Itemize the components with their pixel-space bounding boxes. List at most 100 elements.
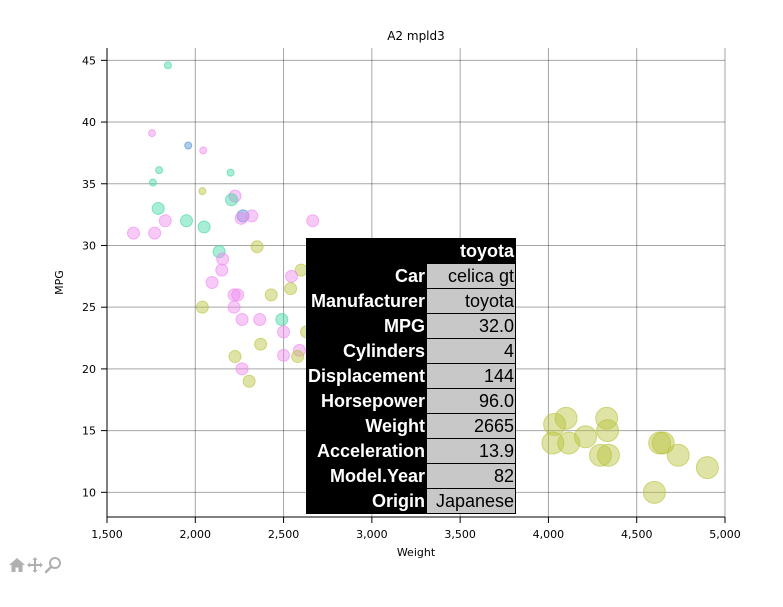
- data-point[interactable]: [235, 313, 249, 327]
- tooltip-value: toyota: [427, 289, 516, 313]
- data-point[interactable]: [285, 269, 299, 283]
- plot-toolbar: [8, 556, 62, 574]
- data-point[interactable]: [231, 288, 245, 302]
- data-point[interactable]: [126, 226, 140, 240]
- tooltip-value: 32.0: [427, 314, 516, 338]
- tooltip-row: Origin Japanese: [307, 489, 516, 513]
- tooltip-value: Japanese: [427, 489, 516, 513]
- zoom-icon[interactable]: [44, 556, 62, 574]
- data-point[interactable]: [184, 141, 193, 150]
- data-point[interactable]: [151, 201, 165, 215]
- tooltip-key: Manufacturer: [307, 289, 427, 313]
- data-point[interactable]: [666, 443, 690, 467]
- data-point[interactable]: [275, 313, 289, 327]
- data-point[interactable]: [215, 263, 229, 277]
- data-point[interactable]: [158, 214, 172, 228]
- scatter-points[interactable]: [126, 61, 719, 504]
- data-point[interactable]: [242, 374, 256, 388]
- x-tick-label: 4,000: [533, 528, 565, 541]
- y-tick-label: 45: [82, 54, 96, 67]
- tooltip-key: Model.Year: [307, 464, 427, 488]
- data-point[interactable]: [557, 431, 581, 455]
- data-point[interactable]: [245, 209, 259, 223]
- data-point[interactable]: [205, 276, 219, 289]
- tooltip-row: Car celica gt: [307, 264, 516, 288]
- tooltip-key: Acceleration: [307, 439, 427, 463]
- tooltip-row: Displacement 144: [307, 364, 516, 388]
- tooltip-row: Model.Year 82: [307, 464, 516, 488]
- tooltip-row: Weight 2665: [307, 414, 516, 438]
- data-point[interactable]: [195, 300, 209, 314]
- tooltip-row: Cylinders 4: [307, 339, 516, 363]
- data-point[interactable]: [148, 129, 157, 138]
- data-point[interactable]: [277, 348, 291, 362]
- tooltip-key: Horsepower: [307, 389, 427, 413]
- home-icon[interactable]: [8, 556, 26, 574]
- x-tick-label: 3,000: [356, 528, 388, 541]
- data-point[interactable]: [253, 313, 267, 327]
- tooltip-value: 82: [427, 464, 516, 488]
- data-point[interactable]: [277, 325, 291, 339]
- tooltip-key: Car: [307, 264, 427, 288]
- x-tick-label: 1,500: [91, 528, 123, 541]
- data-point[interactable]: [228, 189, 242, 203]
- data-point[interactable]: [306, 214, 320, 228]
- tooltip-row: Acceleration 13.9: [307, 439, 516, 463]
- data-point[interactable]: [695, 456, 719, 480]
- tooltip-row: Manufacturer toyota: [307, 289, 516, 313]
- data-point[interactable]: [291, 350, 305, 364]
- tooltip-value: 13.9: [427, 439, 516, 463]
- axes: 1,500 2,000 2,500 3,000 3,500 4,000 4,500 5,000…: [82, 48, 741, 541]
- y-tick-label: 10: [82, 486, 96, 499]
- data-point[interactable]: [235, 362, 249, 376]
- data-point[interactable]: [234, 211, 248, 225]
- tooltip-key: Weight: [307, 414, 427, 438]
- data-point[interactable]: [642, 480, 666, 504]
- data-point[interactable]: [596, 443, 620, 467]
- data-point[interactable]: [155, 166, 164, 175]
- data-point[interactable]: [250, 240, 264, 254]
- data-point[interactable]: [554, 406, 578, 430]
- y-tick-label: 25: [82, 301, 96, 314]
- x-tick-label: 2,000: [180, 528, 212, 541]
- tooltip-value: 4: [427, 339, 516, 363]
- data-point[interactable]: [227, 300, 241, 314]
- data-point[interactable]: [589, 443, 613, 467]
- tooltip-value: 144: [427, 364, 516, 388]
- tooltip-key: MPG: [307, 314, 427, 338]
- data-point[interactable]: [226, 168, 235, 177]
- data-point[interactable]: [596, 419, 620, 443]
- tooltip-value: celica gt: [427, 264, 516, 288]
- data-point[interactable]: [148, 226, 162, 240]
- tooltip-row: Horsepower 96.0: [307, 389, 516, 413]
- tooltip-value: 96.0: [427, 389, 516, 413]
- data-point[interactable]: [179, 214, 193, 228]
- data-point[interactable]: [199, 146, 208, 155]
- data-point[interactable]: [264, 288, 278, 302]
- data-point[interactable]: [212, 245, 226, 259]
- tooltip-header-row: toyota: [307, 239, 516, 263]
- data-point[interactable]: [651, 431, 675, 455]
- chart-title: A2 mpld3: [387, 29, 445, 43]
- tooltip-value: 2665: [427, 414, 516, 438]
- data-point[interactable]: [198, 187, 207, 196]
- data-point[interactable]: [595, 406, 619, 430]
- move-icon[interactable]: [26, 556, 44, 574]
- x-tick-label: 4,500: [621, 528, 653, 541]
- x-tick-label: 3,500: [444, 528, 476, 541]
- data-point[interactable]: [197, 220, 211, 234]
- data-point[interactable]: [254, 337, 268, 351]
- tooltip-key: Displacement: [307, 364, 427, 388]
- y-tick-label: 35: [82, 178, 96, 191]
- data-point[interactable]: [543, 412, 567, 436]
- data-point[interactable]: [284, 282, 298, 296]
- data-point[interactable]: [541, 431, 565, 455]
- data-point[interactable]: [163, 61, 172, 70]
- tooltip-header: toyota: [307, 239, 516, 263]
- data-point[interactable]: [148, 178, 157, 187]
- x-tick-label: 5,000: [709, 528, 741, 541]
- data-point[interactable]: [228, 350, 242, 364]
- data-point[interactable]: [224, 193, 238, 207]
- tooltip-key: Cylinders: [307, 339, 427, 363]
- data-point[interactable]: [216, 252, 230, 266]
